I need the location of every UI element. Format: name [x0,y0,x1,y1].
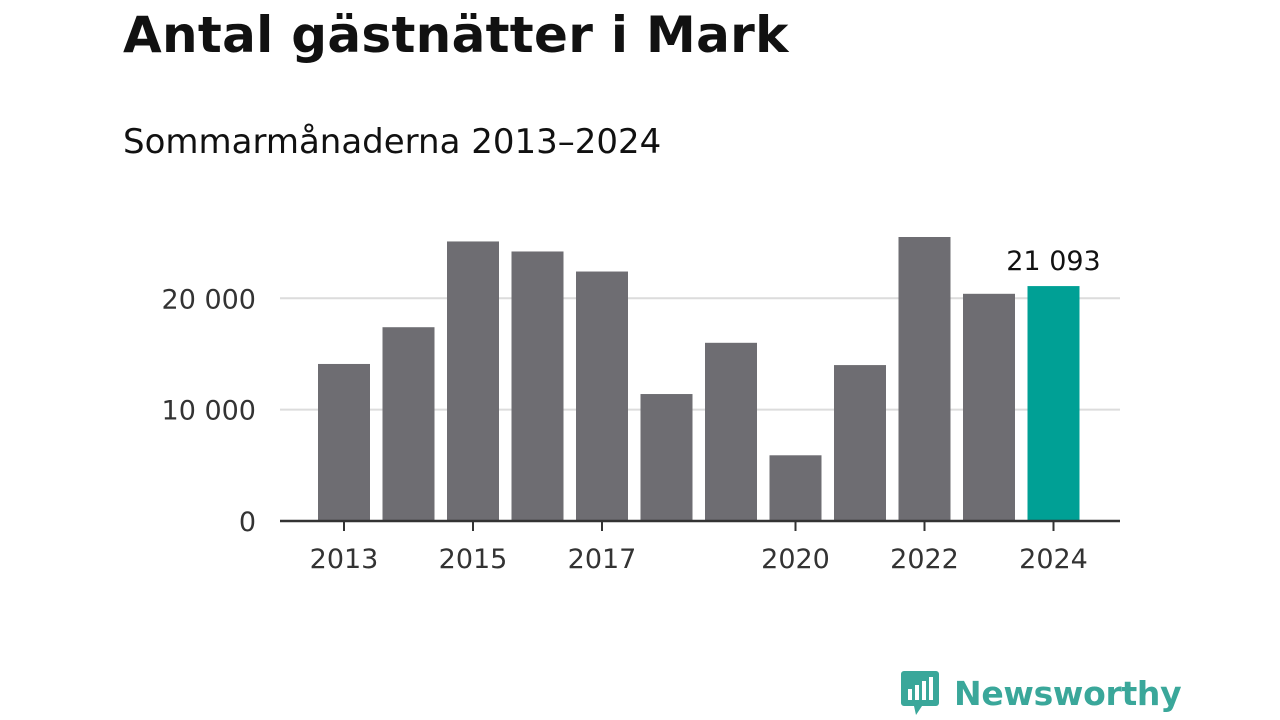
x-tick-label: 2020 [761,544,830,575]
chart-title: Antal gästnätter i Mark [123,6,789,64]
data-label-2024: 21 093 [1006,246,1100,277]
bar-2016 [511,251,564,521]
bar-2018 [640,394,693,521]
data-labels: 21 093 [1006,246,1100,277]
y-tick-label: 0 [239,507,256,538]
bar-2021 [834,365,886,521]
x-tick-label: 2015 [439,544,508,575]
bar-2015 [447,241,499,521]
brand-name: Newsworthy [954,673,1182,713]
y-tick-label: 20 000 [162,284,256,315]
brand: Newsworthy [900,668,1182,718]
bar-2024 [1027,286,1080,521]
y-tick-label: 10 000 [162,396,256,427]
bar-2013 [318,363,370,521]
bar-2023 [963,293,1015,521]
bar-2019 [705,342,757,521]
bars [318,237,1080,521]
bar-2017 [576,271,628,521]
x-tick-label: 2013 [310,544,379,575]
bar-chart: 21 093 0 10 000 20 000 2013 2015 2017 2020 2022… [162,237,1120,575]
chart-subtitle: Sommarmånaderna 2013–2024 [123,122,662,162]
x-tick-label: 2024 [1019,544,1088,575]
bar-2014 [382,327,435,521]
axes: 0 10 000 20 000 2013 2015 2017 2020 2022 2024 [162,284,1120,575]
bar-2022 [898,237,951,521]
newsworthy-logo-icon [901,671,939,715]
x-tick-label: 2017 [568,544,637,575]
bar-2020 [769,455,822,521]
x-tick-label: 2022 [890,544,959,575]
